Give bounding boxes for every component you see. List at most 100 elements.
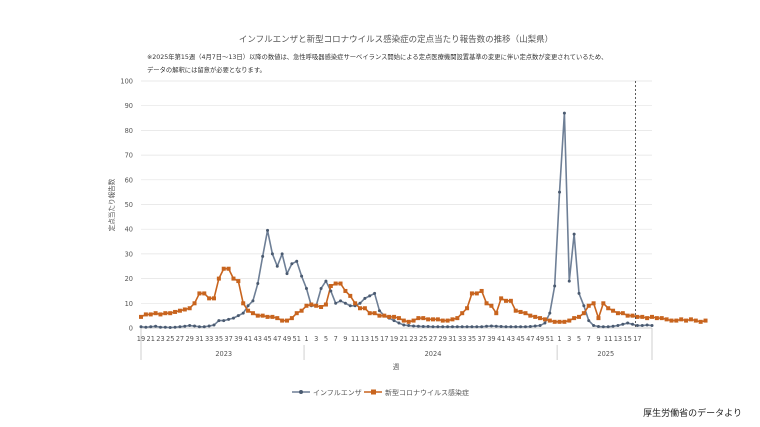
data-point-covid bbox=[654, 316, 659, 321]
data-point-covid bbox=[226, 266, 231, 271]
data-point-covid bbox=[367, 311, 372, 316]
data-point-influenza bbox=[173, 325, 177, 329]
data-point-covid bbox=[688, 317, 693, 322]
data-point-influenza bbox=[197, 325, 201, 329]
x-tick-label: 21 bbox=[400, 335, 408, 343]
data-point-influenza bbox=[193, 324, 197, 328]
data-point-covid bbox=[304, 303, 309, 308]
data-point-covid bbox=[698, 319, 703, 324]
data-point-covid bbox=[319, 305, 324, 310]
data-point-influenza bbox=[363, 296, 367, 300]
data-point-covid bbox=[192, 301, 197, 306]
data-point-covid bbox=[406, 319, 411, 324]
data-point-covid bbox=[547, 318, 552, 323]
data-point-influenza bbox=[596, 325, 600, 329]
data-point-covid bbox=[562, 319, 567, 324]
data-point-covid bbox=[674, 318, 679, 323]
x-tick-label: 7 bbox=[587, 335, 591, 343]
data-point-influenza bbox=[266, 228, 270, 232]
y-axis-label: 定点当たり報告数 bbox=[107, 178, 116, 231]
data-point-covid bbox=[333, 281, 338, 286]
data-point-covid bbox=[523, 311, 528, 316]
data-point-influenza bbox=[538, 324, 542, 328]
data-point-covid bbox=[416, 316, 421, 321]
data-point-covid bbox=[255, 313, 260, 318]
data-point-influenza bbox=[480, 325, 484, 329]
data-point-covid bbox=[421, 316, 426, 321]
data-point-covid bbox=[168, 311, 173, 316]
data-point-covid bbox=[581, 311, 586, 316]
x-tick-label: 35 bbox=[215, 335, 223, 343]
x-tick-label: 25 bbox=[419, 335, 427, 343]
series-lines bbox=[140, 112, 706, 329]
data-point-covid bbox=[489, 303, 494, 308]
data-point-covid bbox=[236, 279, 241, 284]
data-point-influenza bbox=[567, 279, 571, 283]
data-point-influenza bbox=[543, 321, 547, 325]
data-point-influenza bbox=[149, 325, 153, 329]
data-point-covid bbox=[684, 318, 689, 323]
data-point-covid bbox=[265, 314, 270, 319]
data-point-covid bbox=[479, 288, 484, 293]
x-tick-label: 11 bbox=[604, 335, 612, 343]
data-point-covid bbox=[148, 312, 153, 317]
data-point-influenza bbox=[256, 282, 260, 286]
y-tick-label: 10 bbox=[125, 300, 133, 308]
data-point-covid bbox=[679, 317, 684, 322]
data-point-covid bbox=[212, 296, 216, 301]
source-credit: 厚生労働省のデータより bbox=[643, 409, 742, 419]
data-point-covid bbox=[182, 307, 187, 312]
data-point-influenza bbox=[319, 286, 323, 290]
chart-note-line-1: ※2025年第15週（4月7日〜13日）以降の数値は、急性呼吸器感染症サーベイラ… bbox=[147, 52, 607, 61]
data-point-covid bbox=[323, 302, 328, 307]
y-tick-label: 20 bbox=[125, 275, 133, 283]
year-label: 2023 bbox=[215, 350, 232, 358]
data-point-covid bbox=[611, 308, 616, 313]
data-point-influenza bbox=[300, 274, 304, 278]
legend-influenza-label: インフルエンザ bbox=[313, 389, 362, 397]
data-point-covid bbox=[216, 276, 221, 281]
data-point-influenza bbox=[514, 325, 518, 329]
x-tick-label: 31 bbox=[195, 335, 203, 343]
x-tick-label: 49 bbox=[536, 335, 544, 343]
data-point-covid bbox=[460, 311, 465, 316]
data-point-covid bbox=[455, 316, 460, 321]
x-tick-label: 37 bbox=[224, 335, 232, 343]
data-point-covid bbox=[362, 306, 367, 311]
data-point-influenza bbox=[207, 324, 211, 328]
data-point-influenza bbox=[217, 319, 221, 323]
x-tick-label: 5 bbox=[577, 335, 581, 343]
data-point-influenza bbox=[324, 279, 328, 283]
data-point-covid bbox=[173, 309, 178, 314]
data-point-influenza bbox=[280, 252, 284, 256]
data-point-covid bbox=[577, 314, 581, 319]
data-point-influenza bbox=[285, 272, 289, 276]
x-tick-label: 33 bbox=[205, 335, 213, 343]
data-point-influenza bbox=[441, 325, 445, 329]
data-point-influenza bbox=[188, 324, 192, 328]
data-point-influenza bbox=[455, 325, 459, 329]
data-point-influenza bbox=[246, 304, 250, 308]
x-tick-label: 25 bbox=[166, 335, 174, 343]
x-tick-label: 51 bbox=[546, 335, 554, 343]
data-point-covid bbox=[348, 293, 353, 298]
data-point-influenza bbox=[421, 325, 425, 329]
data-point-covid bbox=[260, 313, 265, 318]
data-point-covid bbox=[615, 311, 620, 316]
x-tick-label: 33 bbox=[458, 335, 466, 343]
series-points bbox=[139, 111, 708, 330]
data-point-covid bbox=[533, 314, 538, 319]
data-point-influenza bbox=[334, 301, 338, 305]
data-point-covid bbox=[664, 317, 669, 322]
data-point-influenza bbox=[519, 325, 523, 329]
data-point-influenza bbox=[587, 319, 591, 323]
data-point-covid bbox=[221, 266, 226, 271]
legend-covid-marker bbox=[371, 389, 376, 395]
x-tick-label: 49 bbox=[283, 335, 291, 343]
data-point-influenza bbox=[475, 325, 479, 329]
data-point-covid bbox=[343, 288, 348, 293]
data-point-covid bbox=[440, 318, 445, 323]
x-tick-label: 47 bbox=[273, 335, 281, 343]
x-tick-label: 39 bbox=[234, 335, 242, 343]
data-point-influenza bbox=[270, 252, 274, 256]
